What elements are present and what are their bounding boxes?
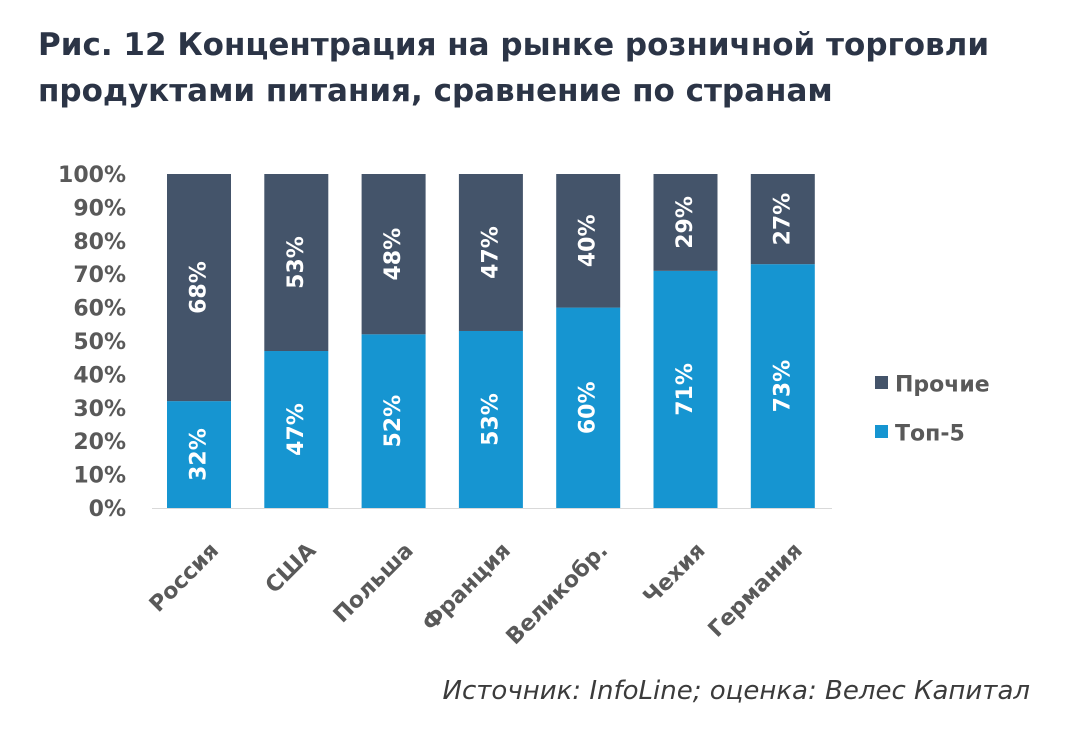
data-label-others: 53% bbox=[284, 236, 309, 289]
data-label-others: 68% bbox=[187, 261, 212, 314]
bar-top5 bbox=[653, 270, 718, 508]
chart-title-line-2: продуктами питания, сравнение по странам bbox=[38, 73, 833, 109]
data-label-top5: 47% bbox=[284, 403, 309, 456]
bar-top5 bbox=[750, 264, 815, 508]
x-tick-label: США bbox=[261, 538, 321, 598]
x-tick-label: Польша bbox=[329, 538, 419, 628]
y-axis: 0% 10% 20% 30% 40% 50% 60% 70% 80% 90% 100% bbox=[58, 163, 126, 522]
bar-top5 bbox=[361, 334, 426, 508]
bar-others bbox=[264, 174, 329, 352]
data-label-top5: 52% bbox=[381, 395, 406, 448]
bar-others bbox=[458, 174, 523, 331]
x-tick-label: Чехия bbox=[639, 538, 711, 610]
data-label-top5: 32% bbox=[187, 428, 212, 481]
legend-label: Прочие bbox=[895, 373, 990, 398]
y-tick-label: 0% bbox=[89, 497, 126, 522]
y-tick-label: 100% bbox=[58, 163, 126, 188]
chart-title: Рис. 12 Концентрация на рынке розничной … bbox=[38, 22, 1038, 114]
data-label-others: 27% bbox=[770, 193, 795, 246]
y-tick-label: 70% bbox=[73, 263, 126, 288]
data-label-others: 29% bbox=[673, 196, 698, 249]
y-tick-label: 10% bbox=[73, 464, 126, 489]
chart-title-line-1: Рис. 12 Концентрация на рынке розничной … bbox=[38, 27, 990, 63]
x-tick-label: Германия bbox=[704, 538, 808, 642]
source-note: Источник: InfoLine; оценка: Велес Капита… bbox=[442, 676, 1030, 706]
bars-group: 32% 68% 47% 53% 52% 48% 53% 47% 60% 40% 71% 29% 73% 2… bbox=[167, 174, 815, 508]
data-label-others: 47% bbox=[478, 226, 503, 279]
data-label-top5: 60% bbox=[576, 381, 601, 434]
y-tick-label: 50% bbox=[73, 330, 126, 355]
data-label-others: 48% bbox=[381, 228, 406, 281]
bar-top5 bbox=[458, 330, 523, 508]
x-tick-label: Россия bbox=[145, 538, 224, 617]
data-label-top5: 53% bbox=[478, 393, 503, 446]
legend: Прочие Топ-5 bbox=[875, 373, 990, 447]
y-tick-label: 30% bbox=[73, 397, 126, 422]
bar-others bbox=[653, 174, 718, 271]
bar-top5 bbox=[264, 351, 329, 508]
data-label-others: 40% bbox=[576, 214, 601, 267]
y-tick-label: 20% bbox=[73, 430, 126, 455]
data-label-top5: 73% bbox=[770, 360, 795, 413]
y-tick-label: 90% bbox=[73, 196, 126, 221]
bar-top5 bbox=[556, 307, 621, 508]
legend-swatch bbox=[875, 376, 888, 389]
bar-others bbox=[361, 174, 426, 335]
data-label-top5: 71% bbox=[673, 363, 698, 416]
legend-swatch bbox=[875, 425, 888, 438]
y-tick-label: 60% bbox=[73, 297, 126, 322]
x-tick-label: Франция bbox=[418, 538, 516, 636]
bar-top5 bbox=[167, 401, 231, 508]
y-tick-label: 80% bbox=[73, 230, 126, 255]
x-tick-label: Великобр. bbox=[502, 538, 614, 650]
bar-others bbox=[750, 174, 815, 265]
bar-others bbox=[167, 174, 231, 402]
legend-label: Топ-5 bbox=[895, 422, 965, 447]
bar-others bbox=[556, 174, 621, 308]
y-tick-label: 40% bbox=[73, 363, 126, 388]
